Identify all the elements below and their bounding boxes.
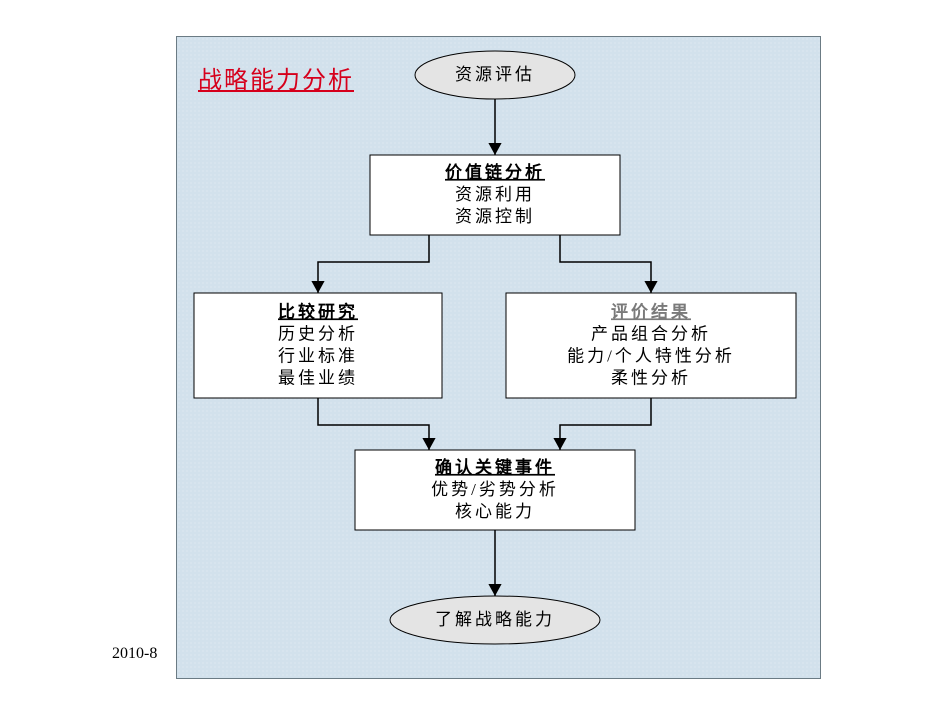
- svg-text:历史分析: 历史分析: [278, 324, 358, 343]
- svg-text:资源控制: 资源控制: [455, 207, 535, 226]
- svg-text:产品组合分析: 产品组合分析: [591, 324, 711, 343]
- svg-text:评价结果: 评价结果: [611, 301, 691, 321]
- edge-n4-n5: [560, 398, 651, 450]
- svg-text:了解战略能力: 了解战略能力: [435, 610, 555, 629]
- svg-text:确认关键事件: 确认关键事件: [435, 457, 555, 477]
- stage: 战略能力分析 2010-8 资源评估价值链分析资源利用资源控制比较研究历史分析行…: [0, 0, 950, 713]
- svg-text:资源评估: 资源评估: [455, 65, 535, 84]
- edge-n2-n3: [318, 235, 429, 293]
- svg-text:行业标准: 行业标准: [278, 346, 358, 365]
- svg-text:能力/个人特性分析: 能力/个人特性分析: [567, 346, 735, 365]
- svg-text:优势/劣势分析: 优势/劣势分析: [431, 480, 559, 499]
- svg-text:柔性分析: 柔性分析: [611, 368, 691, 387]
- svg-text:最佳业绩: 最佳业绩: [278, 368, 358, 387]
- svg-text:核心能力: 核心能力: [455, 502, 535, 521]
- svg-text:价值链分析: 价值链分析: [445, 162, 545, 182]
- edge-n2-n4: [560, 235, 651, 293]
- svg-text:比较研究: 比较研究: [278, 301, 358, 321]
- svg-text:资源利用: 资源利用: [455, 185, 535, 204]
- flowchart-svg: 资源评估价值链分析资源利用资源控制比较研究历史分析行业标准最佳业绩 评价结果产品组…: [0, 0, 950, 713]
- edge-n3-n5: [318, 398, 429, 450]
